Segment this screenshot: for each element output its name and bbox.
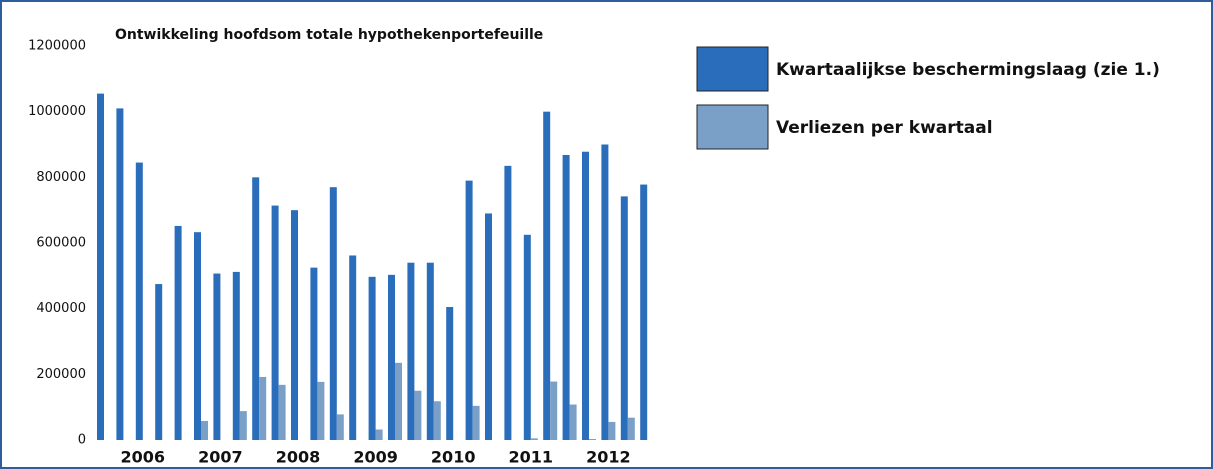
bar bbox=[446, 307, 454, 440]
bar bbox=[317, 381, 325, 440]
x-tick-label: 2009 bbox=[353, 448, 398, 467]
bar bbox=[278, 384, 286, 440]
bar bbox=[271, 205, 279, 440]
bar bbox=[530, 438, 538, 440]
bar bbox=[640, 184, 648, 440]
bar bbox=[155, 284, 163, 440]
legend-label: Kwartaalijkse beschermingslaag (zie 1.) bbox=[776, 60, 1160, 80]
x-tick-label: 2006 bbox=[121, 448, 166, 467]
bar bbox=[239, 411, 247, 440]
bar bbox=[627, 417, 635, 440]
bar bbox=[116, 108, 124, 440]
bar bbox=[375, 429, 383, 440]
bar bbox=[135, 162, 143, 440]
x-tick-label: 2011 bbox=[509, 448, 554, 467]
bar bbox=[368, 276, 376, 440]
bar bbox=[252, 177, 260, 441]
bar bbox=[433, 401, 441, 440]
bar bbox=[232, 271, 240, 440]
legend-swatch bbox=[696, 46, 769, 92]
x-tick-label: 2007 bbox=[198, 448, 243, 467]
y-tick-label: 200000 bbox=[36, 367, 86, 382]
y-tick-label: 0 bbox=[78, 433, 86, 448]
bar bbox=[523, 234, 531, 440]
bar bbox=[582, 151, 589, 440]
bar bbox=[589, 439, 596, 440]
bar bbox=[562, 155, 570, 441]
bar bbox=[426, 262, 434, 440]
y-tick-label: 400000 bbox=[36, 301, 86, 316]
bar bbox=[504, 165, 512, 440]
bar bbox=[485, 213, 492, 440]
y-tick-label: 800000 bbox=[36, 170, 86, 185]
bar bbox=[201, 420, 208, 440]
bar bbox=[213, 273, 221, 440]
bar bbox=[601, 144, 609, 440]
x-tick-label: 2008 bbox=[276, 448, 321, 467]
y-tick-label: 1200000 bbox=[28, 39, 86, 54]
bar bbox=[388, 274, 395, 440]
bar bbox=[414, 390, 422, 440]
bar bbox=[569, 404, 577, 440]
bar bbox=[620, 196, 628, 440]
bar bbox=[472, 405, 480, 440]
bar bbox=[291, 210, 298, 440]
legend-label: Verliezen per kwartaal bbox=[776, 118, 993, 138]
bar bbox=[550, 381, 558, 440]
bar bbox=[259, 376, 267, 440]
y-tick-label: 600000 bbox=[36, 236, 86, 251]
bar bbox=[407, 262, 415, 440]
bar bbox=[395, 362, 402, 440]
bar bbox=[543, 111, 551, 441]
x-tick-label: 2012 bbox=[586, 448, 631, 467]
legend-swatch bbox=[696, 104, 769, 150]
bar bbox=[349, 255, 357, 440]
bar bbox=[174, 225, 182, 440]
bar bbox=[329, 187, 337, 440]
bar bbox=[194, 232, 201, 440]
bar bbox=[310, 267, 318, 440]
bar bbox=[336, 414, 344, 440]
x-tick-label: 2010 bbox=[431, 448, 476, 467]
chart-title: Ontwikkeling hoofdsom totale hypothekenp… bbox=[115, 27, 543, 43]
bar bbox=[465, 180, 473, 440]
bar bbox=[608, 421, 616, 440]
bar bbox=[97, 93, 104, 440]
y-tick-label: 1000000 bbox=[28, 104, 86, 119]
